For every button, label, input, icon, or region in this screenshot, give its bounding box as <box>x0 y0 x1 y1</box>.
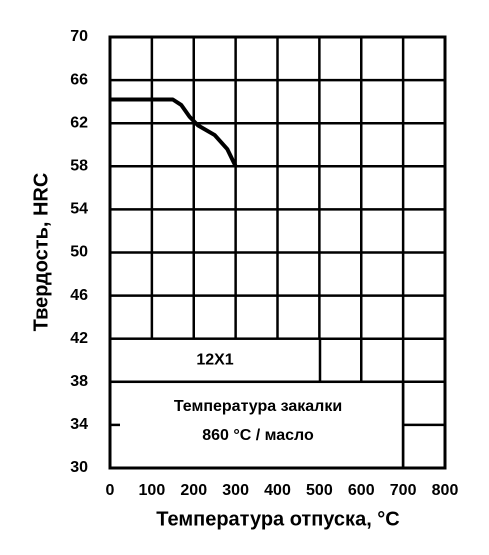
plot-frame <box>108 35 447 470</box>
x-tick-label: 800 <box>432 482 459 499</box>
x-tick-label: 400 <box>264 482 291 499</box>
annotation-box <box>108 380 405 470</box>
line <box>110 97 238 168</box>
x-tick-label: 700 <box>390 482 417 499</box>
annotation: 12X1 <box>196 351 233 368</box>
y-tick-label: 42 <box>70 330 88 347</box>
x-tick-label: 200 <box>180 482 207 499</box>
y-tick-label: 54 <box>70 201 88 218</box>
annotation: Температура закалки <box>174 398 342 415</box>
y-tick-label: 58 <box>70 158 88 175</box>
x-tick-label: 600 <box>348 482 375 499</box>
annotation: 860 °C / масло <box>202 427 314 444</box>
y-tick-label: 66 <box>70 71 88 88</box>
x-tick-label: 100 <box>139 482 166 499</box>
y-tick-label: 38 <box>70 373 88 390</box>
y-axis-label: Твердость, HRC <box>30 173 52 332</box>
x-axis-label: Температура отпуска, °C <box>156 508 400 530</box>
x-tick-label: 300 <box>222 482 249 499</box>
x-tick-label: 500 <box>306 482 333 499</box>
y-tick-label: 34 <box>70 416 88 433</box>
x-tick-label: 0 <box>106 482 115 499</box>
y-tick-label: 50 <box>70 244 88 261</box>
y-tick-label: 46 <box>70 287 88 304</box>
y-tick-label: 62 <box>70 114 88 131</box>
y-tick-label: 70 <box>70 28 88 45</box>
y-tick-label: 30 <box>70 459 88 476</box>
